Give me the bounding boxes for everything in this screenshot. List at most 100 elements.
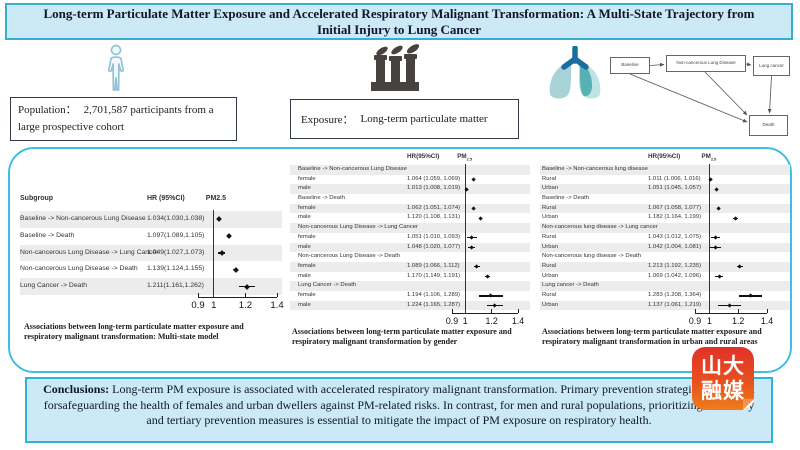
forest-hr-value: 1.137 (1.061, 1.219) xyxy=(648,301,702,308)
forest-row-label: female xyxy=(298,292,316,298)
forest-row-label: male xyxy=(298,301,311,308)
forest-row-label: male xyxy=(298,185,311,192)
forest-point xyxy=(485,274,490,279)
forest-hr-value: 1.043 (1.012, 1.075) xyxy=(648,233,702,240)
forest-axis-tick-label: 1 xyxy=(211,300,217,311)
forest-hr-value: 1.042 (1.004, 1.081) xyxy=(648,243,702,250)
forest-row-label: Lung Cancer -> Death xyxy=(20,282,88,290)
forest-col-header-hr: HR (95%CI) xyxy=(147,195,185,202)
forest-ref-line xyxy=(464,164,466,313)
forest-row-shade xyxy=(20,244,282,262)
forest-plot-urban-rural: HR(95%CI) PM2.5 Baseline -> Non-cancerous … xyxy=(540,153,790,326)
lungs-icon xyxy=(549,46,601,99)
forest-row-label: female xyxy=(298,204,316,211)
diagram-node-death: Death xyxy=(749,115,788,136)
forest-hr-value: 1.067 (1.058, 1.077) xyxy=(648,204,702,211)
forest-row-label: Urban xyxy=(542,301,559,308)
conclusions-label: Conclusions: xyxy=(43,382,110,396)
forest-axis-tick-label: 0.9 xyxy=(191,300,205,311)
forest-row-label: Rural xyxy=(542,233,557,240)
forest-group-label: Non-cancerous Lung Disease -> Death xyxy=(298,253,400,260)
forest-axis-tick xyxy=(766,308,768,313)
forest-row-label: Urban xyxy=(542,243,559,250)
forest-hr-value: 1.069 (1.042, 1.096) xyxy=(648,272,702,279)
population-label: Population： xyxy=(18,104,77,116)
forest-group-label: Non-cancerous Lung Disease -> Lung Cance… xyxy=(298,224,419,231)
caption-gender: Associations between long-term particula… xyxy=(292,327,512,347)
forest-hr-value: 1.011 (1.006, 1.016) xyxy=(648,175,701,182)
forest-axis-line xyxy=(198,297,277,298)
forest-ref-line xyxy=(213,210,215,297)
forest-row-shade xyxy=(290,165,530,175)
forest-axis-tick xyxy=(244,293,246,297)
forest-row-label: Baseline -> Non-cancerous Lung Disease xyxy=(20,215,146,222)
page-title: Long-term Particulate Matter Exposure an… xyxy=(43,5,755,37)
forest-point xyxy=(747,293,753,299)
forest-plot-multistate: Subgroup HR (95%CI) PM2.5 Baseline -> Non-c… xyxy=(20,195,284,317)
forest-axis-tick-label: 1 xyxy=(706,315,712,326)
forest-hr-value: 1.211(1.161,1.262) xyxy=(147,282,204,290)
title-banner: Long-term Particulate Matter Exposure an… xyxy=(5,3,793,40)
forest-axis-tick-label: 1.4 xyxy=(511,315,525,326)
forest-axis-line xyxy=(695,312,767,314)
forest-row-shade xyxy=(540,262,790,272)
forest-col-header-subgroup: Subgroup xyxy=(20,195,54,202)
forest-hr-value: 1.034(1.030,1.038) xyxy=(147,215,205,222)
forest-hr-value: 1.097(1.089,1.105) xyxy=(147,231,205,239)
forest-hr-value: 1.194 (1.106, 1.289) xyxy=(407,292,461,298)
forest-axis-tick-label: 0.9 xyxy=(688,315,702,326)
population-box: Population： 2,701,587 participants from a… xyxy=(10,97,237,141)
forest-row-label: Baseline -> Death xyxy=(20,231,75,239)
forest-axis-tick xyxy=(694,308,696,313)
factory-icon xyxy=(371,44,420,91)
forest-row-label: Urban xyxy=(542,272,559,279)
forest-row-label: Urban xyxy=(542,185,559,192)
forest-row-shade xyxy=(290,262,530,272)
forest-col-header-pm: PM2.5 xyxy=(701,153,717,162)
forest-axis-tick xyxy=(737,308,739,313)
forest-point xyxy=(478,216,484,221)
population-text: 2,701,587 participants from a large pros… xyxy=(18,104,214,133)
forest-row-label: female xyxy=(298,175,316,182)
forest-row-label: male xyxy=(298,214,311,221)
forest-hr-value: 1.182 (1.164, 1.199) xyxy=(648,214,702,221)
forest-row-label: female xyxy=(298,233,316,240)
university-media-logo: 山大 融媒 xyxy=(692,347,754,410)
forest-row-shade xyxy=(290,184,530,195)
forest-hr-value: 1.051 (1.045, 1.057) xyxy=(648,185,702,192)
forest-ref-line xyxy=(708,164,710,313)
forest-axis-tick-label: 1.2 xyxy=(485,315,498,326)
forest-row-label: male xyxy=(298,243,311,250)
exposure-text: Long-term particulate matter xyxy=(360,113,488,125)
forest-axis-tick xyxy=(451,308,453,313)
logo-line1: 山大 xyxy=(701,354,745,378)
caption-urban-rural: Associations between long-term particula… xyxy=(542,327,762,347)
conclusions-box: Conclusions: Long-term PM exposure is as… xyxy=(25,377,773,443)
forest-hr-value: 1.120 (1.108, 1.131) xyxy=(407,214,461,221)
forest-row-label: Non-cancerous Lung Disease -> Lung Cance… xyxy=(20,248,159,256)
forest-axis-tick-label: 1.2 xyxy=(238,300,252,311)
forest-row-label: Rural xyxy=(542,262,557,269)
diagram-node-non-cancerous-lung-disease: Non-cancerous Lung Disease xyxy=(666,55,746,72)
forest-axis-tick xyxy=(491,308,493,313)
forest-col-header-hr: HR(95%CI) xyxy=(407,153,440,160)
page-curl-decoration xyxy=(743,399,754,410)
forest-row-shade xyxy=(290,300,530,311)
forest-hr-value: 1.139(1.124,1.155) xyxy=(147,265,205,273)
forest-hr-value: 1.048 (1.020, 1.077) xyxy=(407,243,461,250)
forest-axis-tick xyxy=(276,293,278,297)
forest-col-header-pm: PM2.5 xyxy=(205,195,227,202)
forest-point xyxy=(488,293,494,299)
forest-row-shade xyxy=(540,300,790,311)
forest-axis-tick-label: 1.4 xyxy=(760,315,774,326)
forest-group-label: Non-cancerous lung disease -> Death xyxy=(542,253,642,260)
forest-axis-tick-label: 1.4 xyxy=(270,300,284,311)
diagram-node-lung-cancer: Lung cancer xyxy=(753,56,790,76)
forest-point xyxy=(471,177,476,182)
forest-hr-value: 1.064 (1.059, 1.069) xyxy=(407,175,461,182)
forest-row-shade xyxy=(540,165,790,175)
forest-hr-value: 1.062 (1.051, 1.074) xyxy=(407,204,461,211)
forest-point xyxy=(226,233,232,240)
forest-row-shade xyxy=(290,203,530,214)
forest-plot-gender: HR(95%CI) PM2.5 Baseline -> Non-cancerous … xyxy=(290,153,530,326)
